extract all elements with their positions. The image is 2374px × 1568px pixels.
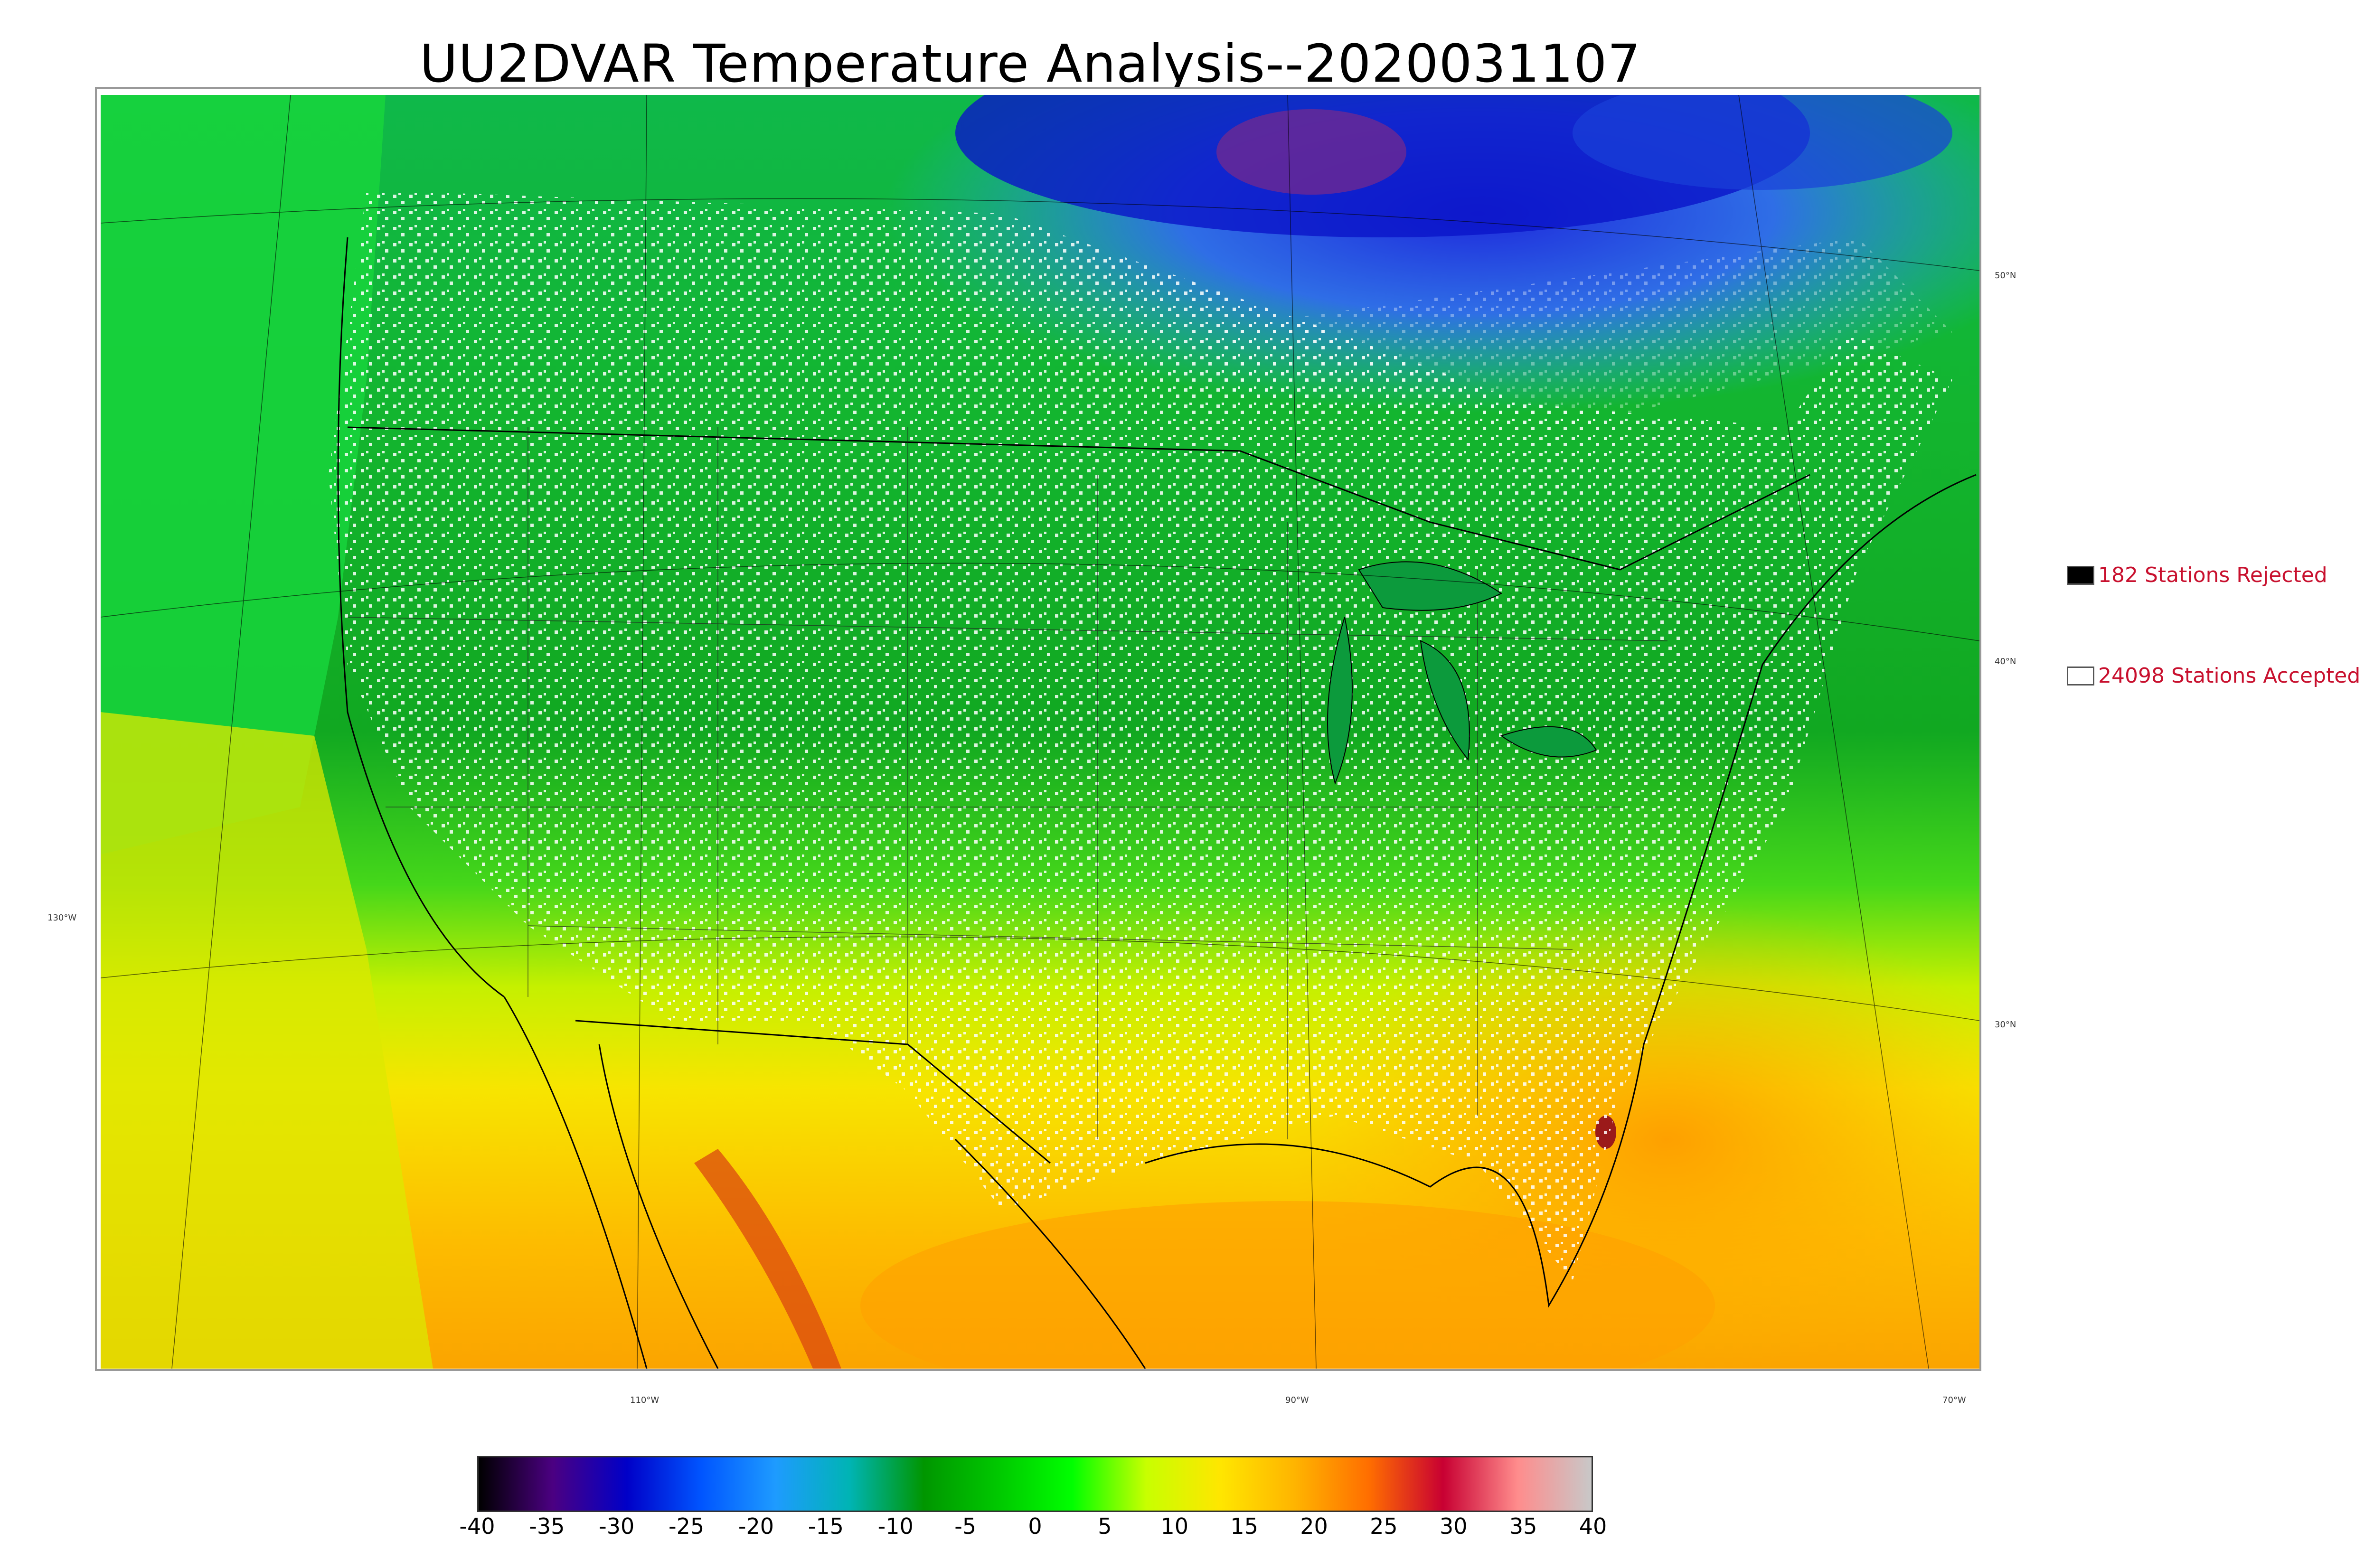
political-boundaries	[337, 237, 1977, 1369]
legend-rejected: 182 Stations Rejected	[2067, 563, 2327, 587]
lat-label-30n: 30°N	[1995, 1020, 2016, 1030]
great-lakes	[1327, 561, 1597, 785]
colorbar-tick-label: 10	[1160, 1513, 1189, 1539]
colorbar-tick-label: -30	[599, 1513, 635, 1539]
station-markers	[329, 190, 1952, 1282]
state-boundaries	[347, 427, 1668, 1139]
accepted-label: 24098 Stations Accepted	[2098, 664, 2361, 688]
colorbar-tick-label: 0	[1028, 1513, 1042, 1539]
colorbar-tick-label: 15	[1230, 1513, 1258, 1539]
colorbar-tick-label: -15	[808, 1513, 844, 1539]
lat-label-40n: 40°N	[1995, 657, 2016, 667]
colorbar-tick-label: 5	[1098, 1513, 1112, 1539]
colorbar-tick-label: -20	[738, 1513, 774, 1539]
lon-label-130w: 130°W	[47, 913, 77, 923]
accepted-swatch	[2067, 666, 2094, 685]
lat-label-50n: 50°N	[1995, 271, 2016, 281]
colorbar-tick-label: 20	[1300, 1513, 1328, 1539]
rejected-swatch	[2067, 565, 2094, 585]
colorbar-tick-label: -25	[669, 1513, 705, 1539]
colorbar-tick-label: 35	[1509, 1513, 1537, 1539]
colorbar-tick-label: 40	[1579, 1513, 1607, 1539]
colorbar-gradient	[479, 1457, 1592, 1511]
colorbar-tick-label: 30	[1439, 1513, 1468, 1539]
rejected-label: 182 Stations Rejected	[2098, 563, 2327, 587]
graticule	[101, 95, 1979, 1369]
colorbar	[477, 1456, 1593, 1512]
lon-label-90w: 90°W	[1285, 1395, 1309, 1405]
colorbar-tick-label: -5	[954, 1513, 977, 1539]
colorbar-tick-label: -35	[529, 1513, 565, 1539]
figure-title: UU2DVAR Temperature Analysis--2020031107	[419, 33, 1641, 94]
colorbar-tick-label: -40	[459, 1513, 495, 1539]
lon-label-110w: 110°W	[630, 1395, 659, 1405]
temperature-map	[101, 95, 1979, 1369]
lon-label-70w: 70°W	[1942, 1395, 1966, 1405]
colorbar-tick-label: -10	[877, 1513, 914, 1539]
colorbar-tick-label: 25	[1370, 1513, 1398, 1539]
legend-accepted: 24098 Stations Accepted	[2067, 664, 2360, 688]
